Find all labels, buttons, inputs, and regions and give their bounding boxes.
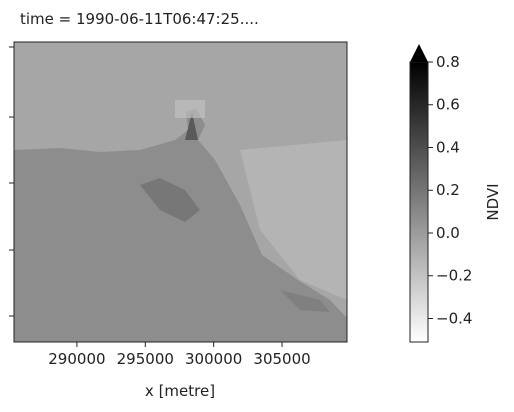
x-tick-label: 290000 xyxy=(48,350,105,368)
x-tick-label: 305000 xyxy=(253,350,310,368)
colorbar-tick-label: 0.2 xyxy=(436,181,460,199)
x-axis-label: x [metre] xyxy=(145,382,215,400)
colorbar-tick-label: 0.6 xyxy=(436,96,460,114)
colorbar-tick-label: −0.2 xyxy=(436,267,472,285)
colorbar-tick-label: −0.4 xyxy=(436,309,472,327)
colorbar-extend xyxy=(410,44,428,62)
ndvi-image xyxy=(14,42,347,342)
colorbar-tick-label: 0.4 xyxy=(436,138,460,156)
y-ticks xyxy=(9,47,14,316)
colorbar xyxy=(410,62,428,342)
colorbar-tick-label: 0.8 xyxy=(436,53,460,71)
colorbar-label: NDVI xyxy=(484,183,502,220)
x-tick-label: 300000 xyxy=(185,350,242,368)
chart: time = 1990-06-11T06:47:25.... x [metre]… xyxy=(0,0,514,408)
colorbar-tick-label: 0.0 xyxy=(436,224,460,242)
x-tick-label: 295000 xyxy=(117,350,174,368)
chart-title: time = 1990-06-11T06:47:25.... xyxy=(20,10,259,28)
